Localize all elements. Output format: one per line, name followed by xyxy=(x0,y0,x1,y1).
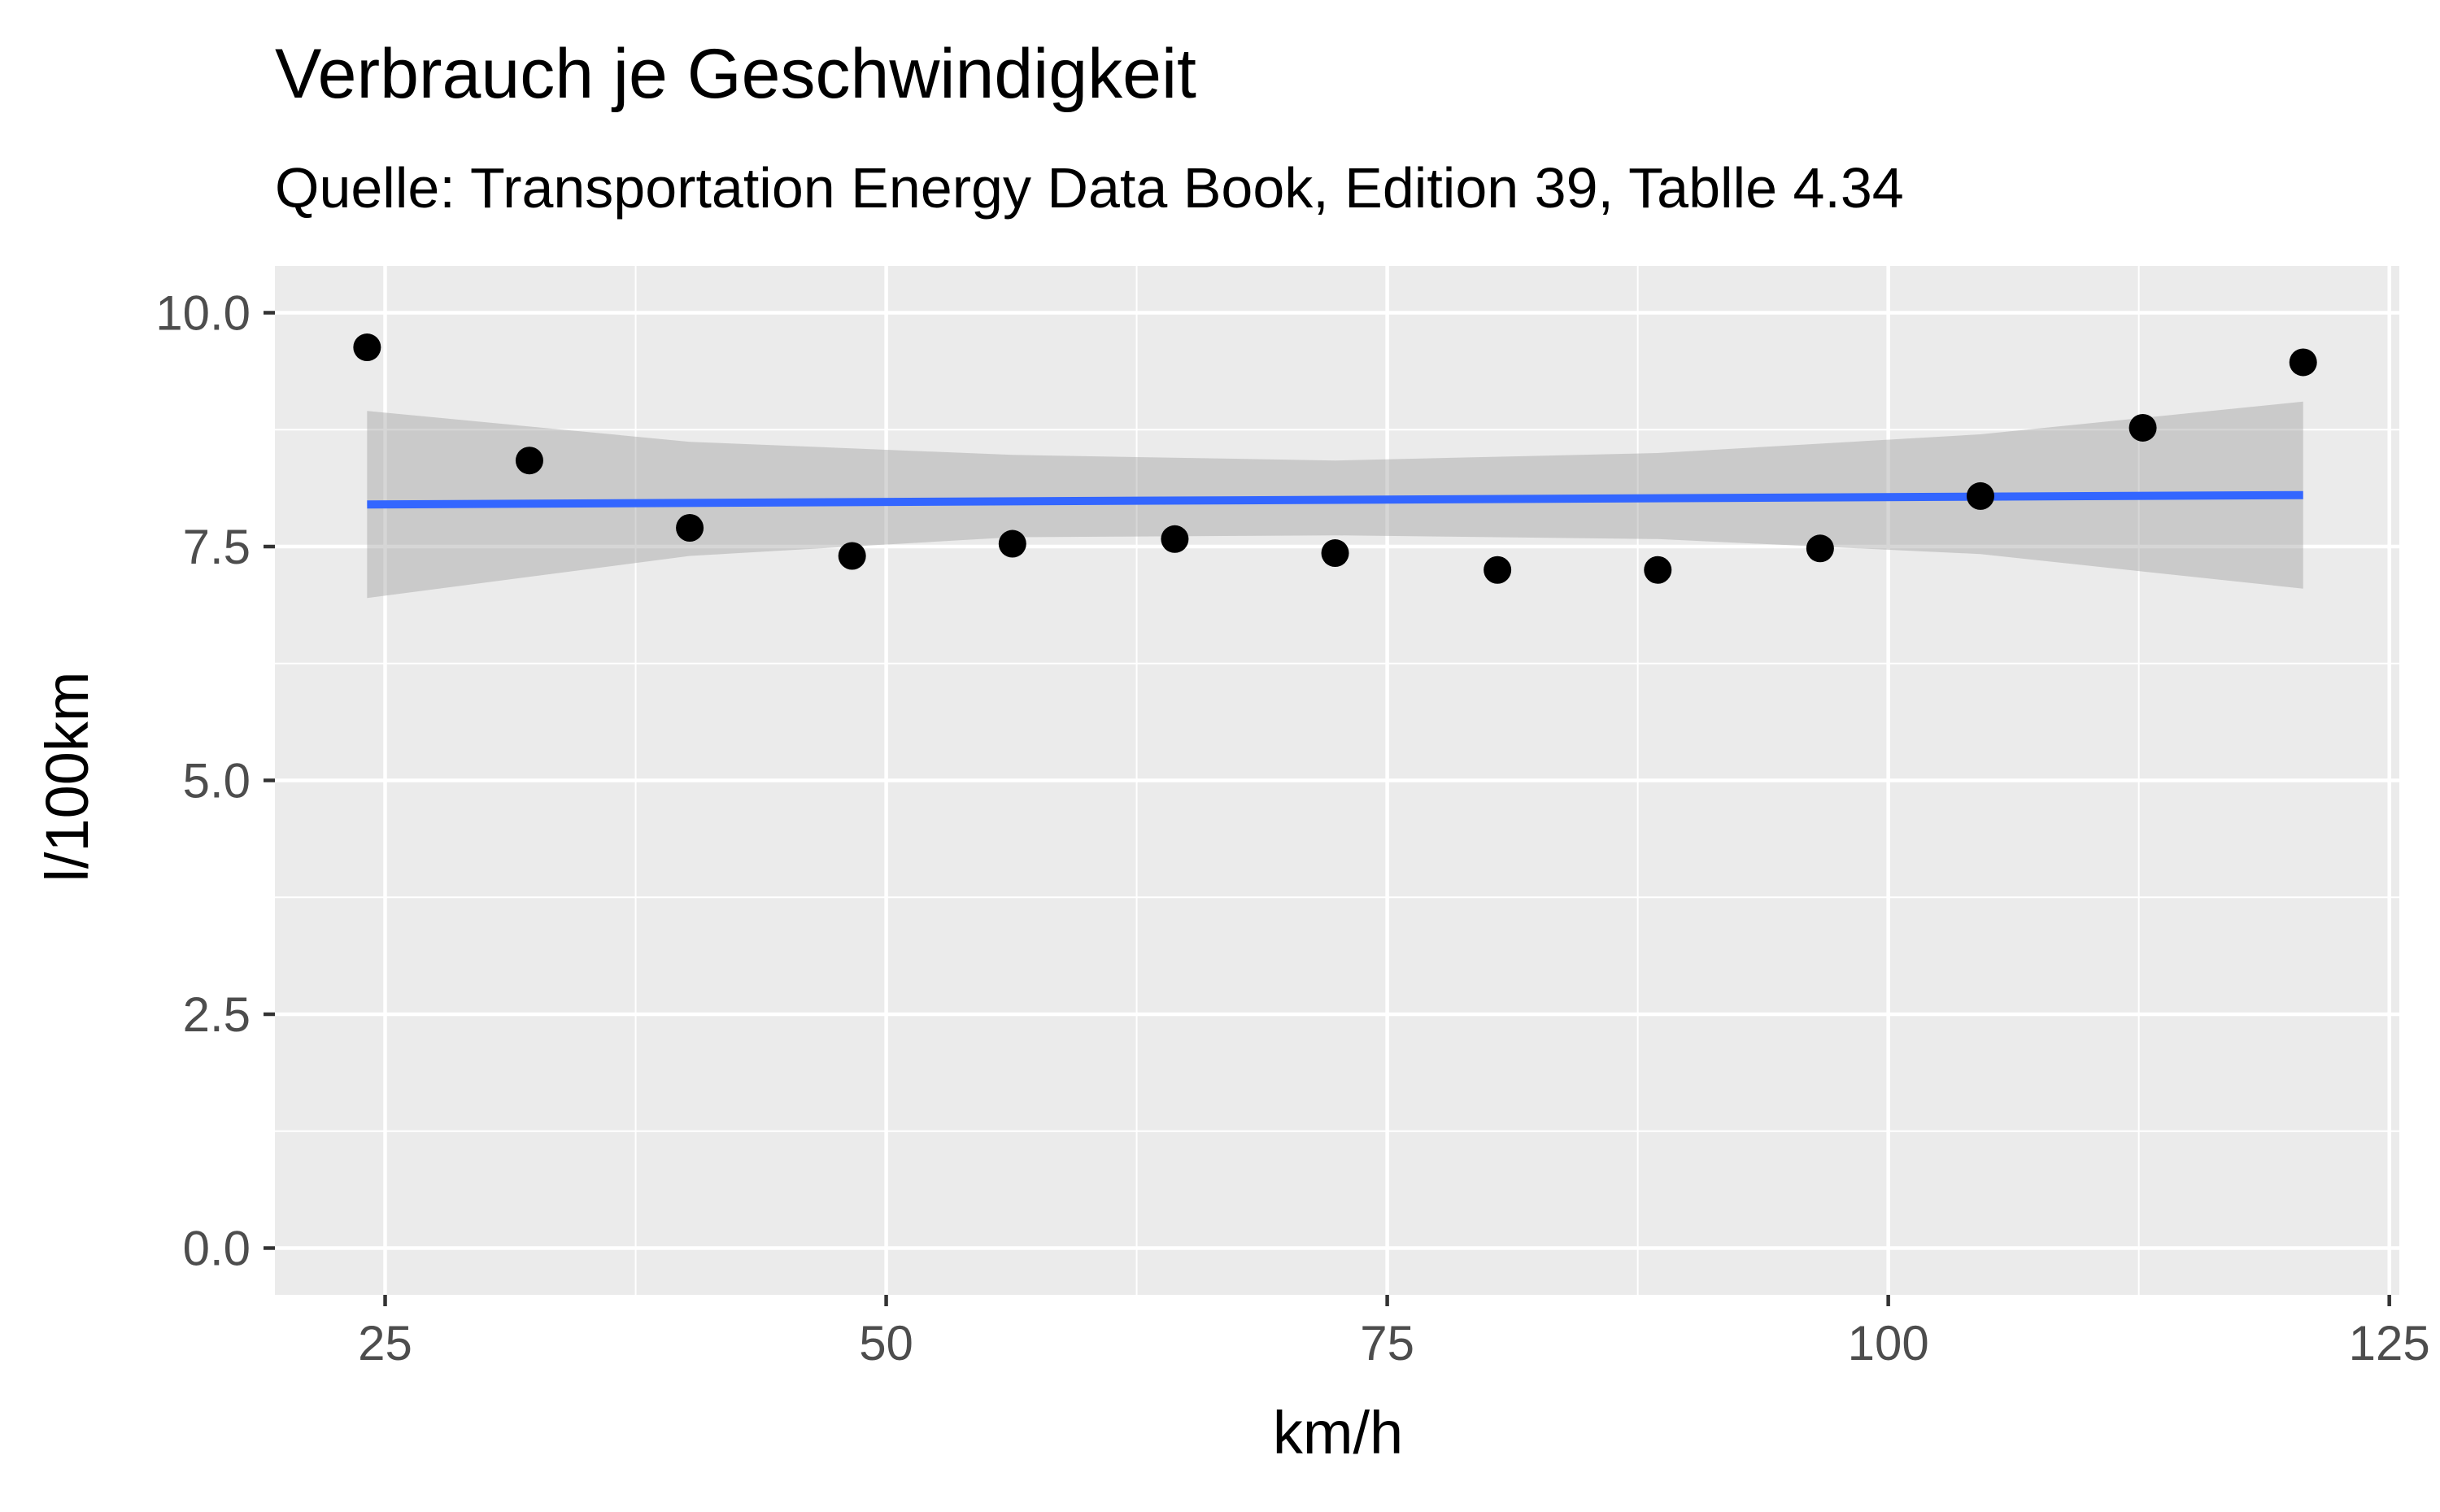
y-tick-label: 0.0 xyxy=(183,1222,251,1276)
x-tick-label: 25 xyxy=(358,1316,412,1370)
x-tick-label: 75 xyxy=(1360,1316,1414,1370)
chart-title: Verbrauch je Geschwindigkeit xyxy=(275,35,1196,113)
data-point xyxy=(1806,534,1834,563)
data-point xyxy=(2289,348,2317,377)
x-tick-label: 125 xyxy=(2349,1316,2430,1370)
data-point xyxy=(515,447,543,475)
y-tick-label: 10.0 xyxy=(155,286,251,341)
chart-subtitle: Quelle: Transportation Energy Data Book,… xyxy=(275,156,1904,220)
y-tick-label: 7.5 xyxy=(183,520,251,574)
x-tick-label: 100 xyxy=(1848,1316,1929,1370)
x-tick-label: 50 xyxy=(859,1316,913,1370)
y-tick-label: 5.0 xyxy=(183,754,251,808)
data-point xyxy=(1644,556,1672,584)
data-point xyxy=(353,333,381,362)
data-point xyxy=(2128,413,2157,442)
data-point xyxy=(1161,525,1189,553)
data-point xyxy=(1484,556,1512,584)
data-point xyxy=(1966,481,1994,510)
data-point xyxy=(676,514,704,542)
y-axis-title: l/100km xyxy=(33,671,101,882)
data-point xyxy=(838,542,866,570)
data-point xyxy=(998,529,1026,558)
y-tick-label: 2.5 xyxy=(183,987,251,1042)
data-point xyxy=(1321,539,1349,568)
x-axis-title: km/h xyxy=(1273,1399,1403,1466)
